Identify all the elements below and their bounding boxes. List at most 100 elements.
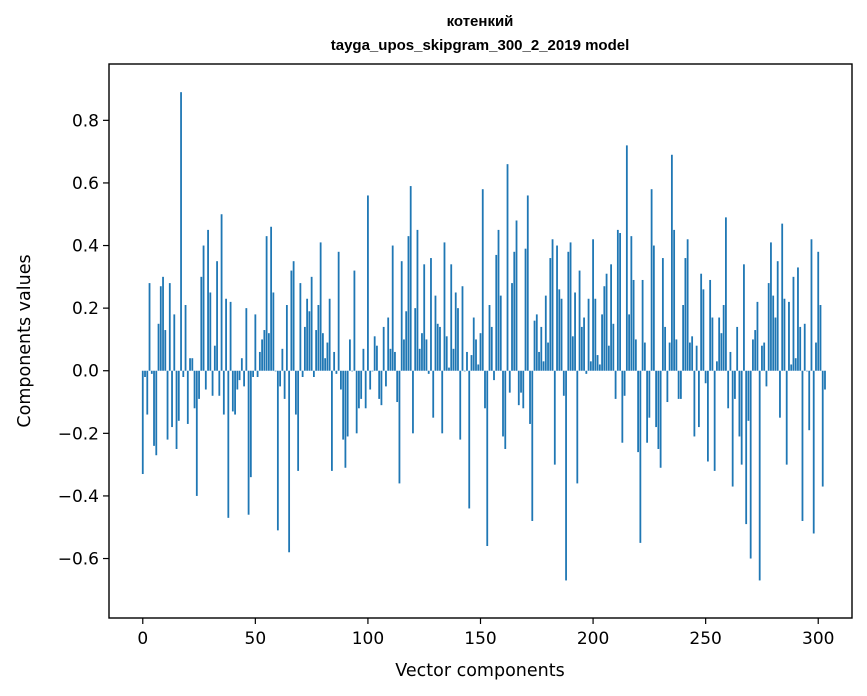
bar: [583, 317, 585, 371]
bar: [457, 308, 459, 371]
bar: [767, 283, 770, 371]
bar: [297, 370, 300, 471]
bar: [619, 233, 621, 371]
bar: [700, 273, 703, 371]
bar: [407, 236, 410, 371]
bar: [734, 370, 736, 399]
bar: [367, 195, 369, 371]
bar: [779, 370, 781, 418]
bar: [603, 286, 606, 371]
bar: [794, 358, 797, 371]
bar: [288, 370, 291, 553]
bar: [713, 370, 716, 471]
bar: [598, 364, 601, 371]
bar: [331, 370, 333, 471]
bar: [461, 286, 464, 371]
bar: [175, 370, 178, 449]
bar: [315, 330, 318, 371]
bar: [394, 351, 396, 371]
bar: [427, 370, 430, 374]
bar: [702, 289, 705, 371]
bar: [630, 236, 633, 371]
bar: [265, 236, 268, 371]
bar: [355, 370, 358, 434]
bar: [562, 370, 565, 396]
bar: [824, 370, 826, 390]
bar: [430, 258, 432, 371]
bar: [502, 370, 504, 437]
x-tick-label: 0: [137, 629, 148, 649]
bar: [328, 298, 331, 371]
bar: [765, 370, 768, 387]
bar: [436, 323, 439, 371]
bar: [770, 242, 772, 371]
bar: [819, 305, 822, 371]
bar: [385, 370, 387, 387]
bar: [605, 273, 608, 371]
bar: [247, 370, 250, 515]
bar: [540, 326, 543, 371]
bar: [556, 245, 558, 371]
bar: [202, 245, 205, 371]
bar: [344, 370, 347, 468]
bar: [263, 330, 266, 371]
bar: [628, 314, 630, 371]
bar: [337, 251, 340, 371]
bar: [231, 370, 234, 412]
bar: [756, 301, 759, 371]
bar: [200, 276, 203, 371]
bar: [664, 326, 667, 371]
bar: [529, 370, 531, 424]
bar: [808, 370, 811, 431]
bar: [243, 370, 245, 387]
bar: [657, 370, 660, 449]
bar: [216, 261, 218, 371]
bar: [198, 370, 200, 399]
bar: [252, 370, 254, 377]
bar: [326, 342, 329, 371]
bar: [704, 370, 707, 384]
bar: [463, 370, 466, 372]
bar: [806, 370, 808, 372]
chart-title-line2: tayga_upos_skipgram_300_2_2019 model: [331, 37, 630, 54]
bar: [177, 370, 180, 421]
bar: [650, 189, 653, 371]
bar: [698, 370, 700, 428]
bar: [722, 305, 725, 371]
bar: [587, 298, 590, 371]
bar: [601, 314, 603, 371]
bar: [403, 339, 405, 371]
bar: [560, 298, 563, 371]
bar: [378, 370, 381, 399]
bar: [267, 333, 270, 371]
bar: [162, 276, 164, 371]
bar: [594, 298, 597, 371]
bar: [513, 251, 516, 371]
bar: [391, 245, 394, 371]
bar: [400, 261, 403, 371]
bar: [380, 370, 383, 406]
bar: [727, 370, 730, 409]
bar: [306, 298, 309, 371]
bar: [466, 351, 468, 371]
bar: [454, 292, 457, 371]
bar: [166, 370, 169, 440]
bar: [211, 370, 214, 396]
bar: [351, 370, 354, 372]
bar: [168, 283, 171, 371]
bar: [182, 370, 185, 377]
bar: [535, 314, 538, 371]
bar: [675, 339, 678, 371]
bar: [743, 264, 745, 371]
bar: [387, 317, 390, 371]
bar: [294, 370, 297, 415]
bar: [711, 317, 714, 371]
bar: [432, 370, 435, 418]
bar: [272, 292, 275, 371]
bars-group: [141, 92, 826, 581]
bar: [731, 370, 734, 487]
bar: [209, 292, 212, 371]
bar: [290, 270, 293, 371]
bar: [634, 339, 637, 371]
bar: [439, 326, 441, 371]
